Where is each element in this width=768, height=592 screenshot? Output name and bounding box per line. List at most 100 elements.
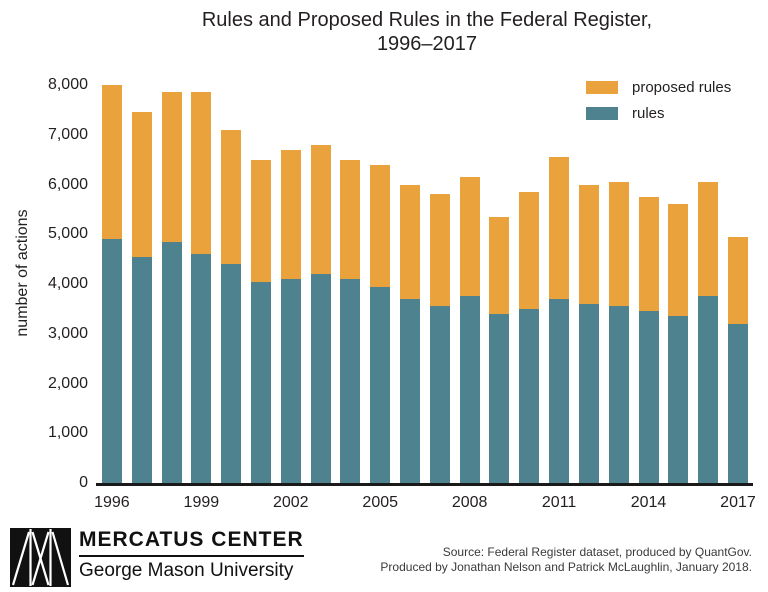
mercatus-logo-icon bbox=[10, 528, 71, 587]
stacked-bar-2017 bbox=[727, 236, 748, 483]
source-line1: Source: Federal Register dataset, produc… bbox=[442, 545, 752, 559]
rules-segment-2004 bbox=[340, 279, 361, 483]
bar-slot-2010 bbox=[514, 85, 544, 483]
proposed-rules-segment-2016 bbox=[698, 182, 719, 297]
rules-segment-2005 bbox=[370, 286, 391, 483]
rules-segment-2001 bbox=[250, 281, 271, 483]
rules-segment-2015 bbox=[668, 316, 689, 483]
chart-title-line1: Rules and Proposed Rules in the Federal … bbox=[201, 9, 653, 31]
rules-segment-2014 bbox=[638, 311, 659, 483]
stacked-bar-2000 bbox=[221, 129, 242, 483]
bar-slot-2006 bbox=[395, 85, 425, 483]
bar-slot-2014: 2014 bbox=[631, 85, 666, 511]
bar-slot-2004 bbox=[336, 85, 366, 483]
proposed-rules-segment-2017 bbox=[727, 236, 748, 324]
proposed-rules-segment-2003 bbox=[310, 144, 331, 275]
proposed-rules-segment-2007 bbox=[429, 194, 450, 307]
proposed-rules-segment-2000 bbox=[221, 129, 242, 265]
rules-segment-2009 bbox=[489, 313, 510, 483]
chart-title: Rules and Proposed Rules in the Federal … bbox=[90, 8, 764, 56]
bar-slot-1997 bbox=[127, 85, 157, 483]
stacked-bar-2016 bbox=[698, 182, 719, 483]
rules-segment-1999 bbox=[191, 254, 212, 483]
bar-slot-2012 bbox=[574, 85, 604, 483]
proposed-rules-segment-1996 bbox=[101, 85, 122, 240]
legend-item-proposed-rules: proposed rules bbox=[586, 79, 731, 96]
stacked-bar-1997 bbox=[131, 112, 152, 483]
y-tick-label-4000: 4,000 bbox=[47, 275, 88, 292]
proposed-rules-segment-2009 bbox=[489, 216, 510, 314]
bar-slot-2011: 2011 bbox=[542, 85, 576, 511]
stacked-bar-2006 bbox=[400, 184, 421, 483]
stacked-bar-2004 bbox=[340, 159, 361, 483]
bar-slot-1996: 1996 bbox=[94, 85, 130, 511]
bar-slot-1998 bbox=[157, 85, 187, 483]
legend-item-rules: rules bbox=[586, 105, 731, 122]
rules-segment-2013 bbox=[608, 306, 629, 483]
x-tick-label-2008: 2008 bbox=[451, 494, 488, 511]
stacked-bar-1996 bbox=[101, 85, 122, 483]
y-tick-label-0: 0 bbox=[79, 474, 88, 491]
chart-title-line2: 1996–2017 bbox=[376, 33, 478, 55]
rules-segment-1996 bbox=[101, 239, 122, 483]
source-line2: Produced by Jonathan Nelson and Patrick … bbox=[380, 560, 752, 574]
stacked-bar-2005 bbox=[370, 164, 391, 483]
stacked-bar-2009 bbox=[489, 216, 510, 483]
proposed-rules-segment-2012 bbox=[578, 184, 599, 304]
x-tick-label-1996: 1996 bbox=[94, 494, 130, 511]
rules-segment-1997 bbox=[131, 256, 152, 483]
stacked-bar-2013 bbox=[608, 182, 629, 483]
y-tick-label-1000: 1,000 bbox=[47, 424, 88, 442]
stacked-bar-1998 bbox=[161, 92, 182, 483]
rules-segment-2000 bbox=[221, 264, 242, 483]
proposed-rules-segment-1999 bbox=[191, 92, 212, 255]
bar-slot-2016 bbox=[693, 85, 723, 483]
stacked-bar-2015 bbox=[668, 204, 689, 483]
rules-segment-2016 bbox=[698, 296, 719, 483]
rules-segment-2011 bbox=[549, 298, 570, 483]
proposed-rules-segment-2014 bbox=[638, 196, 659, 312]
rules-segment-2003 bbox=[310, 274, 331, 483]
x-axis-line bbox=[96, 483, 753, 486]
stacked-bar-2007 bbox=[429, 194, 450, 483]
y-tick-label-8000: 8,000 bbox=[47, 76, 88, 93]
proposed-rules-segment-2001 bbox=[250, 159, 271, 282]
bar-slot-2005: 2005 bbox=[362, 85, 398, 511]
y-tick-label-7000: 7,000 bbox=[47, 125, 88, 143]
legend-swatch-rules bbox=[586, 107, 618, 120]
footer-branding: MERCATUS CENTER George Mason University bbox=[10, 528, 304, 587]
bar-slot-2001 bbox=[246, 85, 276, 483]
proposed-rules-segment-2010 bbox=[519, 191, 540, 309]
legend-swatch-proposed-rules bbox=[586, 81, 618, 94]
rules-segment-2007 bbox=[429, 306, 450, 483]
bar-slot-2003 bbox=[306, 85, 336, 483]
proposed-rules-segment-2015 bbox=[668, 204, 689, 317]
proposed-rules-segment-2005 bbox=[370, 164, 391, 287]
bar-slot-2002: 2002 bbox=[273, 85, 309, 511]
proposed-rules-segment-2004 bbox=[340, 159, 361, 280]
rules-segment-2017 bbox=[727, 323, 748, 483]
x-tick-label-2002: 2002 bbox=[272, 494, 309, 511]
bar-slot-1999: 1999 bbox=[184, 85, 219, 511]
stacked-bar-2012 bbox=[578, 184, 599, 483]
bar-slot-2000 bbox=[216, 85, 246, 483]
logo-sub-name: George Mason University bbox=[79, 560, 294, 581]
y-tick-label-3000: 3,000 bbox=[47, 324, 88, 342]
proposed-rules-segment-2013 bbox=[608, 182, 629, 307]
x-tick-label-2014: 2014 bbox=[630, 494, 667, 511]
proposed-rules-segment-2006 bbox=[400, 184, 421, 299]
y-tick-label-5000: 5,000 bbox=[47, 225, 88, 243]
rules-segment-2006 bbox=[400, 298, 421, 483]
stacked-bar-2014 bbox=[638, 196, 659, 483]
source-note: Source: Federal Register dataset, produc… bbox=[380, 545, 752, 575]
stacked-bar-2002 bbox=[280, 149, 301, 483]
bar-slot-2015 bbox=[663, 85, 693, 483]
stacked-bar-2010 bbox=[519, 191, 540, 483]
bar-slot-2017: 2017 bbox=[720, 85, 756, 511]
proposed-rules-segment-2002 bbox=[280, 149, 301, 280]
stacked-bar-2008 bbox=[459, 177, 480, 483]
x-tick-label-1999: 1999 bbox=[183, 494, 220, 511]
rules-segment-2008 bbox=[459, 296, 480, 483]
footer-logo-text: MERCATUS CENTER George Mason University bbox=[79, 528, 304, 582]
legend-label: proposed rules bbox=[632, 79, 732, 96]
